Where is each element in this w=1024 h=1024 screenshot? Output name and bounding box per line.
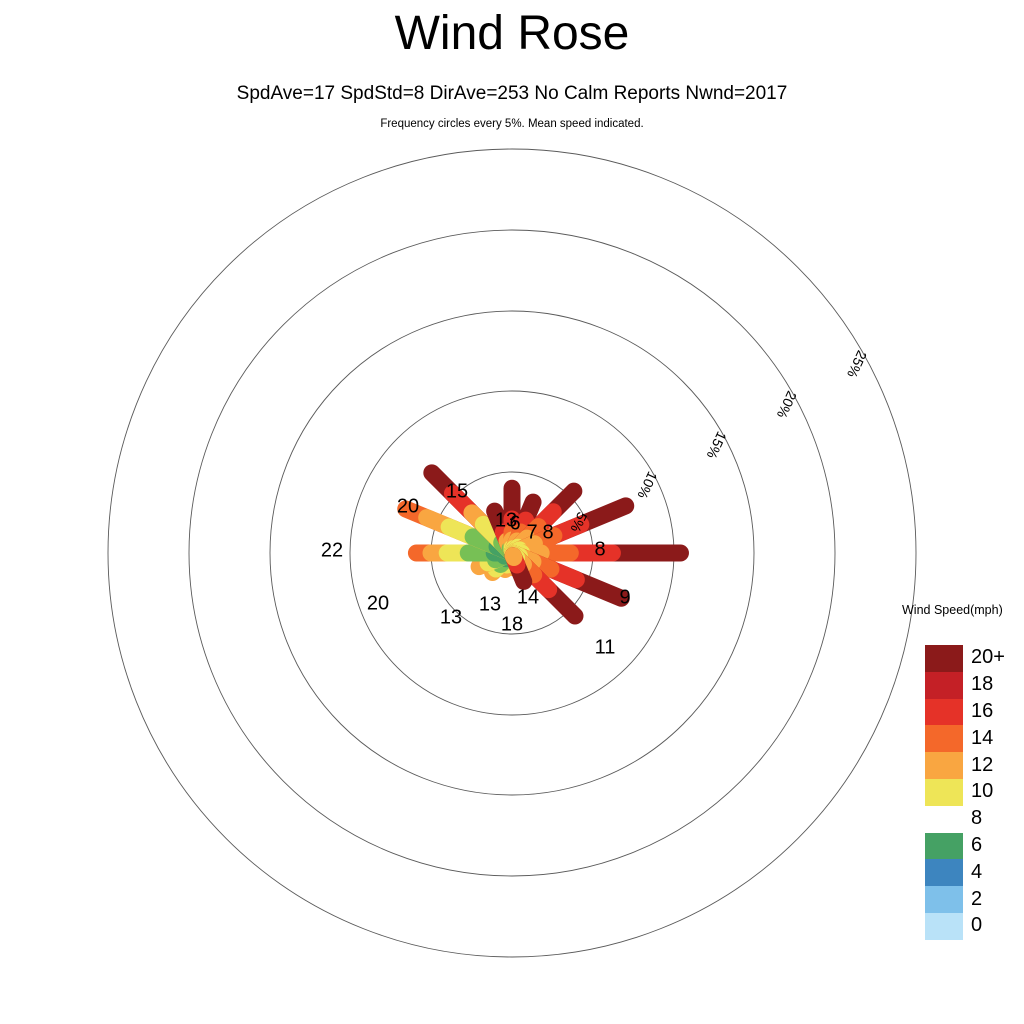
legend-label-14: 14 bbox=[971, 726, 994, 749]
mean-speed-label: 8 bbox=[542, 521, 553, 543]
legend-label-2: 2 bbox=[971, 887, 983, 910]
ring-label-10%: 10% bbox=[634, 469, 660, 501]
mean-speed-label: 6 bbox=[509, 512, 520, 534]
frequency-ring-15% bbox=[269, 310, 755, 796]
caption-note: Frequency circles every 5%. Mean speed i… bbox=[380, 118, 644, 130]
legend-swatch-8 bbox=[925, 806, 963, 833]
frequency-ring-20% bbox=[188, 229, 836, 877]
mean-speed-label: 13 bbox=[479, 593, 501, 615]
mean-speed-label: 13 bbox=[495, 509, 517, 531]
mean-speed-label: 11 bbox=[595, 636, 616, 658]
legend-label-18: 18 bbox=[971, 673, 994, 696]
legend-label-6: 6 bbox=[971, 834, 983, 856]
legend-swatch-2 bbox=[925, 886, 963, 913]
ring-label-25%: 25% bbox=[844, 348, 870, 380]
legend-label-0: 0 bbox=[971, 914, 983, 937]
legend-swatch-6 bbox=[925, 832, 963, 860]
frequency-rings bbox=[107, 148, 917, 958]
legend-label-16: 16 bbox=[971, 700, 994, 722]
mean-speed-label: 20 bbox=[397, 495, 419, 517]
mean-speed-label: 14 bbox=[517, 586, 539, 608]
legend-swatch-0 bbox=[925, 913, 963, 940]
wind-speed-legend: 20+ 18 16 14 12 10 8 6 4 2 0 bbox=[925, 645, 1005, 940]
legend-label-12: 12 bbox=[971, 753, 994, 776]
legend-swatch-18 bbox=[925, 671, 963, 699]
ring-label-20%: 20% bbox=[774, 389, 800, 421]
mean-speed-label: 20 bbox=[367, 592, 389, 614]
mean-speed-label: 18 bbox=[501, 613, 523, 635]
ring-label-15%: 15% bbox=[704, 429, 730, 461]
wind-petals bbox=[397, 464, 689, 625]
petal-NNW bbox=[504, 547, 533, 590]
mean-speed-label: 7 bbox=[526, 521, 537, 543]
legend-swatch-14 bbox=[925, 725, 963, 753]
legend-title: Wind Speed(mph) bbox=[902, 603, 1003, 617]
frequency-ring-25% bbox=[107, 148, 917, 958]
petal-segment bbox=[504, 547, 523, 566]
legend-label-10: 10 bbox=[971, 780, 994, 803]
legend-swatch-16 bbox=[925, 698, 963, 726]
mean-speed-label: 9 bbox=[619, 586, 630, 608]
ring-label-5%: 5% bbox=[568, 510, 591, 535]
mean-speed-label: 8 bbox=[594, 538, 605, 560]
legend-label-4: 4 bbox=[971, 860, 983, 883]
legend-swatch-12 bbox=[925, 752, 963, 779]
legend-swatch-4 bbox=[925, 859, 963, 887]
mean-speed-label: 15 bbox=[446, 480, 468, 502]
legend-label-8: 8 bbox=[971, 807, 983, 830]
stats-subtitle: SpdAve=17 SpdStd=8 DirAve=253 No Calm Re… bbox=[236, 83, 788, 104]
page-title: Wind Rose bbox=[394, 7, 630, 60]
mean-speed-label: 13 bbox=[440, 606, 462, 628]
legend-swatch-20+ bbox=[925, 645, 963, 672]
legend-label-20+: 20+ bbox=[971, 646, 1005, 669]
mean-speed-label: 22 bbox=[321, 539, 343, 561]
legend-swatch-10 bbox=[925, 779, 963, 806]
